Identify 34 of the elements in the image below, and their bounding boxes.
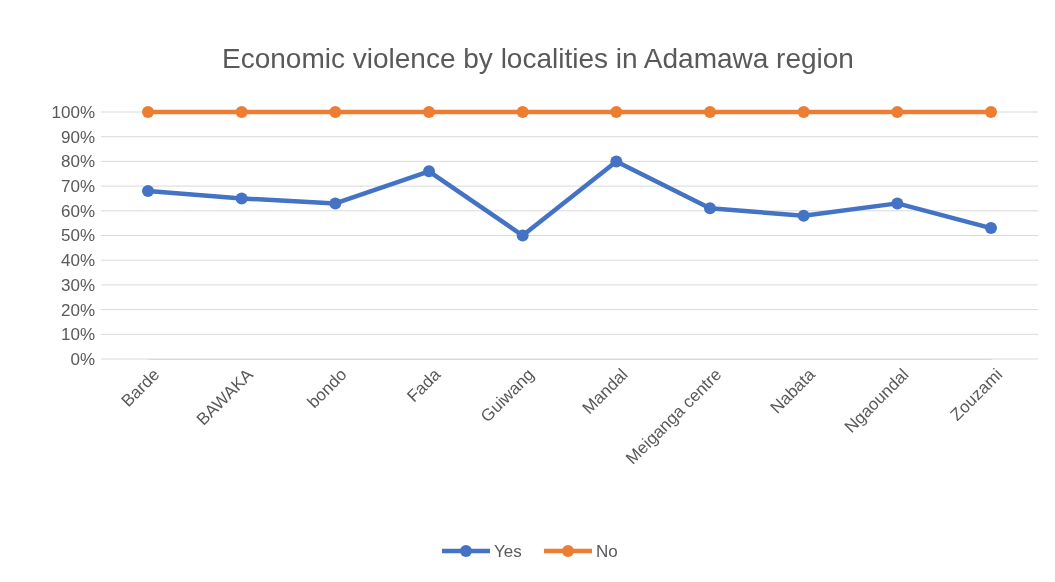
point (329, 106, 342, 118)
point (891, 197, 904, 210)
point (142, 106, 154, 118)
point (423, 106, 435, 118)
point (891, 106, 904, 118)
point (516, 106, 529, 118)
y-tick-label: 70% (60, 177, 95, 197)
point (797, 209, 810, 222)
y-tick-label: 50% (60, 226, 95, 246)
y-tick-label: 100% (51, 102, 95, 122)
point (704, 202, 716, 215)
point (610, 106, 623, 118)
point (610, 155, 623, 168)
legend-label: Yes (494, 542, 522, 561)
y-tick-label: 0% (70, 349, 95, 369)
y-tick-label: 90% (60, 127, 95, 147)
y-tick-label: 60% (60, 201, 95, 221)
chart-title: Economic violence by localities in Adamawa region (222, 43, 854, 74)
point (985, 222, 997, 235)
y-tick-label: 10% (60, 325, 95, 345)
point (235, 192, 248, 205)
point (797, 106, 810, 118)
y-tick-label: 40% (60, 251, 95, 271)
y-tick-label: 30% (60, 275, 95, 295)
point (704, 106, 716, 118)
point (985, 106, 997, 118)
point (329, 197, 342, 210)
point (516, 229, 529, 242)
point (423, 165, 435, 178)
point (235, 106, 248, 118)
point (142, 185, 154, 198)
legend-label: No (596, 542, 618, 561)
y-tick-label: 80% (60, 152, 95, 172)
y-tick-label: 20% (60, 300, 95, 320)
